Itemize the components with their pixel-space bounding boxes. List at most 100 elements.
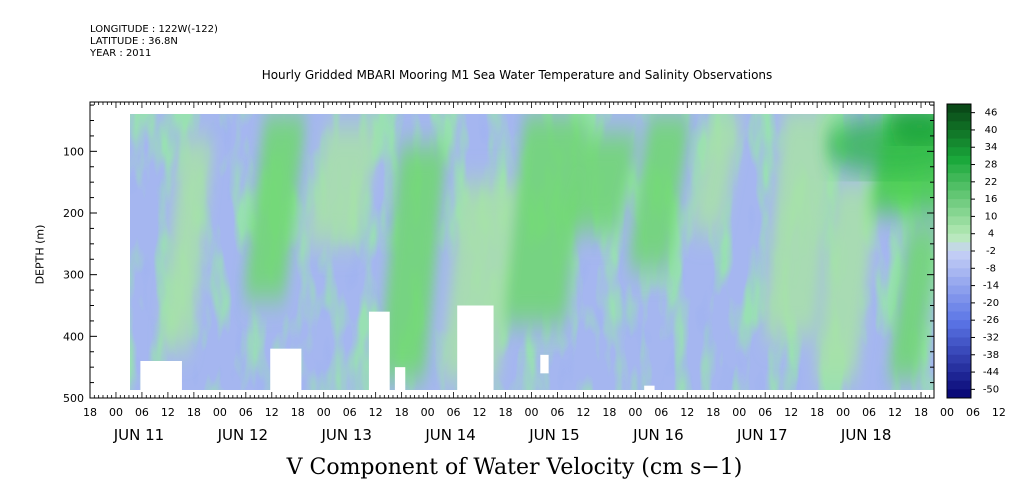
colorbar-label: -44 — [983, 367, 999, 378]
missing-region-2 — [368, 311, 390, 390]
colorbar-swatch — [947, 311, 971, 321]
colorbar-swatch — [947, 121, 971, 131]
colorbar-swatch — [947, 129, 971, 140]
x-hour-label: 18 — [914, 406, 928, 419]
colorbar-swatch — [947, 251, 971, 261]
x-day-label: JUN 17 — [736, 426, 787, 444]
missing-region-0 — [140, 361, 182, 390]
colorbar-swatch — [947, 302, 971, 313]
x-hour-label: 12 — [473, 406, 487, 419]
colorbar-swatch — [947, 363, 971, 373]
colorbar-swatch — [947, 155, 971, 166]
x-hour-label: 06 — [862, 406, 876, 419]
velocity-band-0 — [159, 139, 214, 349]
x-hour-label: 06 — [135, 406, 149, 419]
colorbar-label: 22 — [985, 177, 998, 188]
x-hour-label: 00 — [732, 406, 746, 419]
colorbar-swatch — [947, 259, 971, 269]
colorbar-swatch — [947, 389, 971, 399]
x-hour-label: 18 — [187, 406, 201, 419]
x-hour-label: 18 — [499, 406, 513, 419]
x-hour-label: 00 — [940, 406, 954, 419]
x-hour-label: 06 — [966, 406, 980, 419]
colorbar-label: 28 — [985, 160, 998, 171]
colorbar-swatch — [947, 233, 971, 243]
x-hour-label: 12 — [369, 406, 383, 419]
missing-region-3 — [394, 367, 406, 390]
velocity-band-3 — [378, 145, 447, 380]
colorbar-swatch — [947, 337, 971, 347]
missing-region-5 — [540, 354, 549, 374]
colorbar-swatch — [947, 354, 971, 364]
velocity-band-12 — [887, 225, 934, 380]
velocity-band-7 — [627, 114, 691, 269]
colorbar-swatch — [947, 380, 971, 390]
colorbar-label: -2 — [986, 246, 996, 257]
colorbar-swatch — [947, 346, 971, 356]
x-day-label: JUN 15 — [528, 426, 579, 444]
y-tick-label: 400 — [63, 330, 84, 343]
missing-region-6 — [644, 385, 655, 390]
colorbar-swatch — [947, 372, 971, 382]
peak-positive-core — [889, 114, 934, 143]
plot-frame — [89, 101, 935, 399]
colorbar-label: -26 — [983, 315, 999, 326]
colorbar: 46 40 34 28 22 16 10 4 -2 -8 -14 -20 -26 -32 -38 -44 -50 — [946, 103, 999, 399]
x-hour-label: 18 — [395, 406, 409, 419]
x-hour-label: 00 — [317, 406, 331, 419]
x-axis-label: V Component of Water Velocity (cm s−1) — [286, 455, 743, 480]
x-hour-label: 18 — [810, 406, 824, 419]
velocity-band-2 — [305, 126, 380, 244]
x-hour-label: 06 — [239, 406, 253, 419]
x-day-label: JUN 11 — [113, 426, 164, 444]
x-hour-label: 00 — [524, 406, 538, 419]
x-hour-label: 00 — [109, 406, 123, 419]
colorbar-label: -8 — [986, 263, 996, 274]
x-day-label: JUN 12 — [217, 426, 268, 444]
colorbar-swatch — [947, 173, 971, 183]
missing-region-1 — [270, 348, 302, 390]
colorbar-swatch — [947, 181, 971, 191]
velocity-band-1 — [243, 114, 307, 300]
x-hour-label: 18 — [83, 406, 97, 419]
colorbar-swatch — [947, 199, 971, 209]
colorbar-swatch — [947, 294, 971, 304]
colorbar-label: -32 — [983, 332, 999, 343]
colorbar-label: 10 — [985, 211, 998, 222]
colorbar-label: 34 — [985, 142, 998, 153]
colorbar-label: 40 — [985, 125, 998, 136]
colorbar-swatch — [947, 216, 971, 226]
x-hour-label: 06 — [654, 406, 668, 419]
latitude-label: LATITUDE : 36.8N — [90, 36, 178, 47]
y-tick-label: 100 — [63, 145, 84, 158]
colorbar-swatch — [947, 276, 971, 287]
colorbar-label: -14 — [983, 281, 999, 292]
y-tick-label: 200 — [63, 207, 84, 220]
colorbar-swatch — [947, 112, 971, 122]
x-day-label: JUN 13 — [321, 426, 372, 444]
below-data — [130, 390, 934, 398]
velocity-band-8 — [689, 114, 743, 232]
colorbar-swatch — [947, 190, 971, 200]
colorbar-swatch — [947, 207, 971, 217]
x-hour-label: 06 — [550, 406, 564, 419]
colorbar-label: 16 — [985, 194, 998, 205]
colorbar-swatch — [947, 268, 971, 278]
colorbar-swatch — [947, 328, 971, 338]
plot-area — [130, 114, 934, 398]
x-hour-label: 12 — [680, 406, 694, 419]
x-hour-label: 12 — [992, 406, 1006, 419]
colorbar-swatch — [947, 320, 971, 330]
x-hour-label: 12 — [161, 406, 175, 419]
colorbar-swatch — [947, 242, 971, 252]
velocity-band-10 — [814, 182, 878, 380]
colorbar-swatch — [947, 147, 971, 157]
colorbar-swatch — [947, 225, 971, 235]
x-hour-label: 00 — [628, 406, 642, 419]
x-hour-label: 12 — [888, 406, 902, 419]
longitude-label: LONGITUDE : 122W(-122) — [90, 24, 218, 35]
chart-title: Hourly Gridded MBARI Mooring M1 Sea Wate… — [261, 68, 773, 82]
colorbar-swatch — [947, 138, 971, 148]
x-day-label: JUN 18 — [840, 426, 891, 444]
